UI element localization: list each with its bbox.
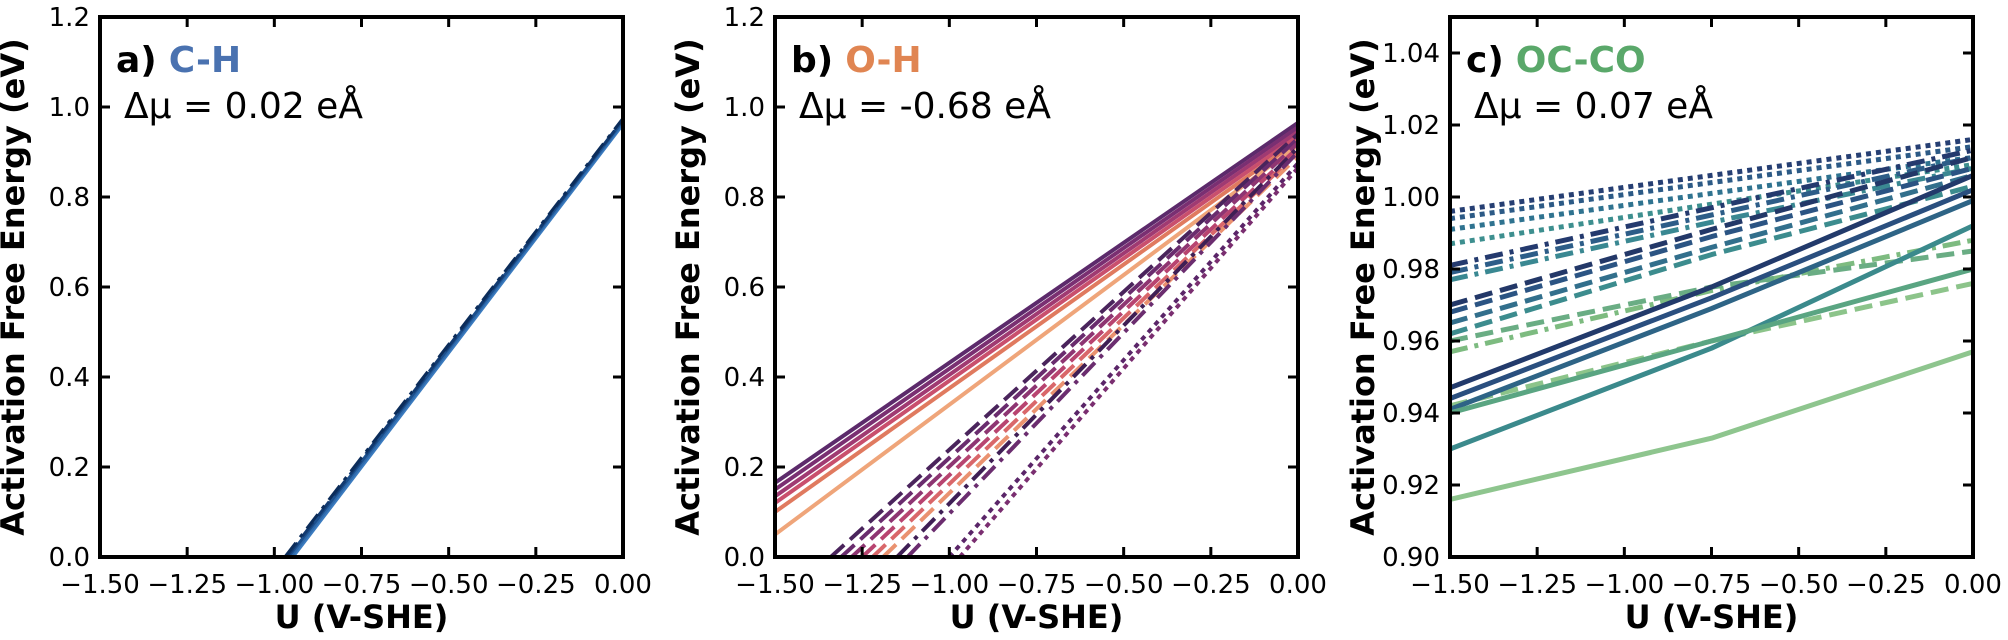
y-tick-label: 0.92 (1382, 471, 1440, 501)
y-axis-title: Activation Free Energy (eV) (0, 38, 32, 536)
x-tick-label: −0.75 (322, 570, 402, 600)
x-tick-label: −0.75 (997, 570, 1077, 600)
series-line-dotted (1450, 154, 1973, 232)
x-tick-label: −1.50 (735, 570, 815, 600)
series-line-dashed (1450, 154, 1973, 308)
x-tick-label: −1.00 (234, 570, 314, 600)
y-tick-label: 0.2 (724, 453, 765, 483)
series-line-dashed (829, 132, 1298, 557)
panel-dipole-change: Δμ = 0.07 eÅ (1474, 84, 1713, 127)
y-tick-label: 0.90 (1382, 543, 1440, 573)
series-line-dashdot (895, 146, 1298, 557)
series-line-dashed (850, 141, 1298, 557)
y-tick-label: 0.98 (1382, 255, 1440, 285)
y-tick-label: 1.0 (724, 93, 765, 123)
x-tick-label: −1.25 (822, 570, 902, 600)
series-group (1450, 136, 1973, 502)
x-tick-label: −1.00 (909, 570, 989, 600)
panel-b: −1.50 −1.25 −1.00 −0.75 −0.50 −0.25 0.00 0.0 0.2… (669, 3, 1327, 636)
series-line-dotted (1450, 136, 1973, 214)
panel-bond-label: C-H (169, 40, 241, 81)
series-line-solid (1450, 223, 1973, 452)
x-tick-label: −1.25 (147, 570, 227, 600)
x-tick-label: −1.25 (1497, 570, 1577, 600)
y-tick-label: 1.02 (1382, 111, 1440, 141)
y-tick-label: 0.6 (724, 273, 765, 303)
series-line-solid (775, 130, 1298, 498)
x-tick-label: −1.50 (1410, 570, 1490, 600)
panel-letter: a) (116, 40, 157, 81)
x-tick-label: 0.00 (1944, 570, 2002, 600)
series-line-dashdot (1450, 154, 1973, 276)
x-axis-title: U (V-SHE) (1625, 598, 1799, 636)
panel-letter: c) (1466, 40, 1504, 81)
series-line-solid (775, 134, 1298, 505)
y-axis-title: Activation Free Energy (eV) (1344, 38, 1382, 536)
x-tick-label: −0.50 (409, 570, 489, 600)
x-tick-label: 0.00 (1269, 570, 1327, 600)
x-tick-label: −0.25 (1171, 570, 1251, 600)
panel-dipole-change: Δμ = -0.68 eÅ (799, 84, 1051, 127)
y-tick-label: 1.00 (1382, 183, 1440, 213)
series-line-dashed (860, 146, 1298, 557)
panel-a: −1.50 −1.25 −1.00 −0.75 −0.50 −0.25 0.00 0.0 0.2… (0, 3, 652, 636)
series-line-solid (1450, 266, 1973, 416)
series-line-solid (1450, 349, 1973, 502)
y-tick-label: 0.8 (49, 183, 90, 213)
series-line-dashed (1450, 183, 1973, 337)
series-line-dashed (1450, 172, 1973, 326)
y-axis-title: Activation Free Energy (eV) (669, 38, 707, 536)
y-tick-label: 1.0 (49, 93, 90, 123)
series-line-dashed (839, 137, 1298, 557)
series-line-solid (775, 139, 1298, 514)
series-line-dashed (871, 150, 1298, 557)
y-tick-label: 0.94 (1382, 399, 1440, 429)
series-line-dashdot (1450, 165, 1973, 283)
series-line-dotted (947, 161, 1298, 557)
x-axis-title: U (V-SHE) (950, 598, 1124, 636)
x-tick-label: −0.50 (1759, 570, 1839, 600)
series-line-dotted (1450, 144, 1973, 222)
y-tick-label: 0.96 (1382, 327, 1440, 357)
panel-c: −1.50 −1.25 −1.00 −0.75 −0.50 −0.25 0.00 0.90 0.… (1344, 15, 2002, 636)
y-tick-label: 0.0 (724, 543, 765, 573)
y-tick-label: 0.4 (724, 363, 765, 393)
y-tick-label: 0.4 (49, 363, 90, 393)
y-tick-label: 0.8 (724, 183, 765, 213)
y-tick-label: 1.2 (49, 3, 90, 33)
series-line-solid (775, 125, 1298, 492)
y-tick-label: 0.2 (49, 453, 90, 483)
series-line-solid (1450, 187, 1973, 401)
series-group (775, 121, 1298, 557)
series-line-solid (1450, 198, 1973, 412)
x-tick-label: −0.25 (1846, 570, 1926, 600)
y-tick-label: 1.2 (724, 3, 765, 33)
x-tick-label: 0.00 (594, 570, 652, 600)
x-tick-label: −0.50 (1084, 570, 1164, 600)
series-line-dashdot (1450, 237, 1973, 355)
panel-letter: b) (791, 40, 833, 81)
panel-dipole-change: Δμ = 0.02 eÅ (124, 84, 363, 127)
x-tick-label: −0.25 (496, 570, 576, 600)
series-line-dotted (958, 166, 1298, 557)
y-tick-label: 0.6 (49, 273, 90, 303)
series-line-dashdot (1450, 147, 1973, 268)
panel-bond-label: O-H (845, 40, 921, 81)
x-tick-label: −1.00 (1584, 570, 1664, 600)
y-tick-label: 1.04 (1382, 39, 1440, 69)
series-line-solid (775, 121, 1298, 485)
series-line-solid (1450, 173, 1973, 391)
series-group (283, 117, 623, 557)
x-axis-title: U (V-SHE) (275, 598, 449, 636)
panel-bond-label: OC-CO (1516, 40, 1646, 81)
series-line-dashed (1450, 165, 1973, 315)
y-tick-label: 0.0 (49, 543, 90, 573)
x-tick-label: −0.75 (1672, 570, 1752, 600)
series-line-solid (775, 143, 1298, 537)
x-tick-label: −1.50 (60, 570, 140, 600)
series-line-dashdot (906, 150, 1298, 557)
